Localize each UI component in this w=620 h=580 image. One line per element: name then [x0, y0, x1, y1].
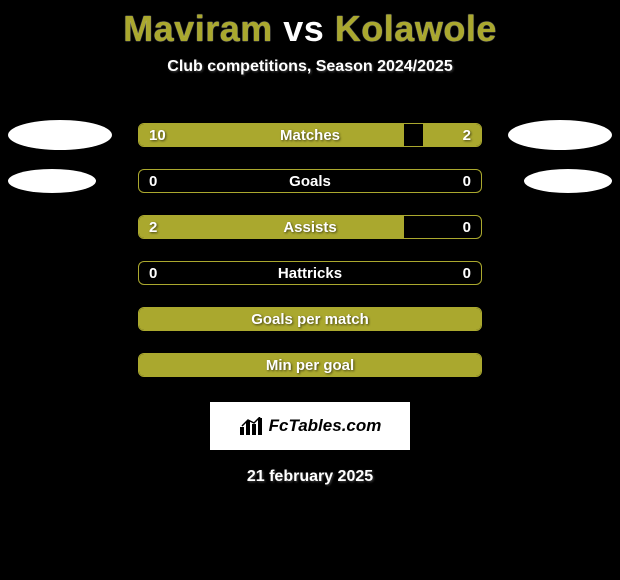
stats-rows-container: 102Matches 00Goals 20Assists 00Hattricks Goa…: [0, 112, 620, 388]
player1-name: Maviram: [123, 8, 273, 49]
competition-subtitle: Club competitions, Season 2024/2025: [0, 58, 620, 76]
stat-bar-track: 00Hattricks: [138, 261, 482, 285]
logo-text: FcTables.com: [269, 416, 382, 436]
stat-row: 00Hattricks: [0, 250, 620, 296]
stat-bar-track: Goals per match: [138, 307, 482, 331]
stat-row: Goals per match: [0, 296, 620, 342]
stat-row: 102Matches: [0, 112, 620, 158]
stat-bar-track: 102Matches: [138, 123, 482, 147]
stat-row: 20Assists: [0, 204, 620, 250]
comparison-title: Maviram vs Kolawole: [0, 0, 620, 50]
fctables-logo: FcTables.com: [210, 402, 410, 450]
stat-label: Hattricks: [139, 262, 481, 284]
stat-label: Min per goal: [139, 354, 481, 376]
vs-text: vs: [283, 8, 324, 49]
player1-oval: [8, 169, 96, 193]
player2-oval: [508, 120, 612, 150]
stat-bar-track: 00Goals: [138, 169, 482, 193]
bar-chart-icon: [239, 417, 263, 435]
player2-name: Kolawole: [335, 8, 497, 49]
stat-label: Assists: [139, 216, 481, 238]
stat-bar-track: Min per goal: [138, 353, 482, 377]
player1-oval: [8, 120, 112, 150]
stat-label: Goals per match: [139, 308, 481, 330]
snapshot-date: 21 february 2025: [0, 468, 620, 486]
stat-row: 00Goals: [0, 158, 620, 204]
stat-bar-track: 20Assists: [138, 215, 482, 239]
player2-oval: [524, 169, 612, 193]
stat-label: Matches: [139, 124, 481, 146]
stat-label: Goals: [139, 170, 481, 192]
stat-row: Min per goal: [0, 342, 620, 388]
